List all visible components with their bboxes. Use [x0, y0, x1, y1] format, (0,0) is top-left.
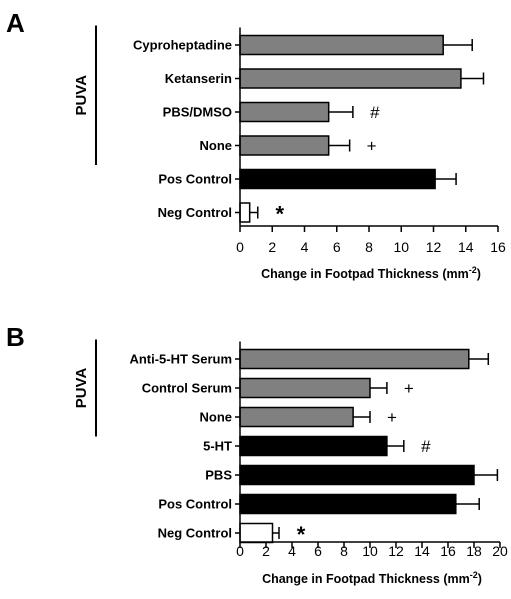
bar-row: PBS/DMSO #	[163, 101, 380, 123]
bar	[239, 348, 470, 370]
x-axis-title-superscript: -2	[470, 570, 478, 580]
x-tick-label: 10	[393, 239, 409, 255]
category-label: Pos Control	[158, 497, 232, 512]
significance-marker: #	[370, 103, 380, 122]
category-label: Ketanserin	[165, 71, 232, 86]
bar	[239, 135, 330, 156]
category-label: Control Serum	[142, 381, 232, 396]
group-label: PUVA	[73, 368, 90, 409]
x-axis-title-main: Change in Footpad Thickness (mm	[261, 267, 469, 281]
x-tick-label: 4	[301, 239, 309, 255]
x-tick-label: 2	[262, 543, 270, 559]
bar	[239, 522, 274, 544]
bar	[239, 493, 457, 515]
bar-row: Pos Control	[158, 168, 457, 190]
x-axis-title-main: Change in Footpad Thickness (mm	[262, 572, 470, 586]
category-label: Neg Control	[158, 526, 232, 541]
category-label: None	[200, 138, 233, 153]
category-label: Neg Control	[158, 205, 232, 220]
bar	[239, 68, 462, 89]
bar	[239, 202, 251, 223]
x-tick-label: 16	[440, 543, 456, 559]
x-tick-label: 20	[492, 543, 508, 559]
significance-marker: #	[421, 437, 431, 456]
panel-label: B	[6, 322, 25, 352]
bar	[239, 406, 354, 428]
x-axis-title-superscript: -2	[469, 265, 477, 275]
bar-row: Ketanserin	[165, 68, 485, 89]
bar	[239, 34, 444, 56]
x-axis-title: Change in Footpad Thickness (mm-2)	[262, 570, 482, 586]
category-label: Cyproheptadine	[133, 38, 232, 53]
significance-marker: +	[387, 408, 397, 427]
category-label: PBS/DMSO	[163, 105, 232, 120]
group-label: PUVA	[73, 75, 90, 116]
bar-row: PBS	[205, 464, 499, 486]
bar-row: 5-HT #	[203, 435, 431, 457]
bar-row: Control Serum +	[142, 377, 414, 399]
bar-row: Cyproheptadine	[133, 34, 473, 56]
category-label: Pos Control	[158, 172, 232, 187]
x-tick-label: 18	[466, 543, 482, 559]
bar-row: None +	[200, 406, 397, 428]
x-axis-title-suffix: )	[477, 267, 481, 281]
significance-marker: *	[275, 202, 284, 227]
x-tick-label: 12	[388, 543, 404, 559]
x-tick-label: 8	[365, 239, 373, 255]
category-label: None	[200, 410, 233, 425]
x-tick-label: 2	[268, 239, 276, 255]
category-label: Anti-5-HT Serum	[129, 352, 232, 367]
x-tick-label: 14	[458, 239, 474, 255]
bar	[239, 168, 436, 190]
bar-row: Neg Control *	[158, 202, 285, 227]
panel-label: A	[6, 8, 25, 38]
significance-marker: +	[404, 379, 414, 398]
significance-marker: +	[367, 137, 377, 156]
x-tick-label: 10	[362, 543, 378, 559]
category-label: PBS	[205, 468, 232, 483]
x-axis-title-suffix: )	[478, 572, 482, 586]
x-tick-label: 6	[333, 239, 341, 255]
x-axis-title: Change in Footpad Thickness (mm-2)	[261, 265, 481, 281]
bar	[239, 101, 330, 123]
bar	[239, 464, 475, 486]
x-tick-label: 12	[426, 239, 442, 255]
bar-row: None +	[200, 135, 377, 156]
panel-a: A PUVA Cyproheptadine Ketanserin PBS/DMSO # No…	[6, 8, 506, 281]
panel-b: B PUVA Anti-5-HT Serum Control Serum + None +5…	[6, 322, 508, 586]
x-tick-label: 8	[340, 543, 348, 559]
category-label: 5-HT	[203, 439, 232, 454]
x-tick-label: 0	[236, 239, 244, 255]
significance-marker: *	[297, 522, 306, 547]
x-tick-label: 16	[490, 239, 506, 255]
x-tick-label: 0	[236, 543, 244, 559]
bar	[239, 435, 388, 457]
x-tick-label: 6	[314, 543, 322, 559]
bar	[239, 377, 371, 399]
x-tick-label: 14	[414, 543, 430, 559]
bar-row: Anti-5-HT Serum	[129, 348, 490, 370]
x-tick-label: 4	[288, 543, 296, 559]
bar-row: Neg Control *	[158, 522, 306, 547]
bar-row: Pos Control	[158, 493, 480, 515]
